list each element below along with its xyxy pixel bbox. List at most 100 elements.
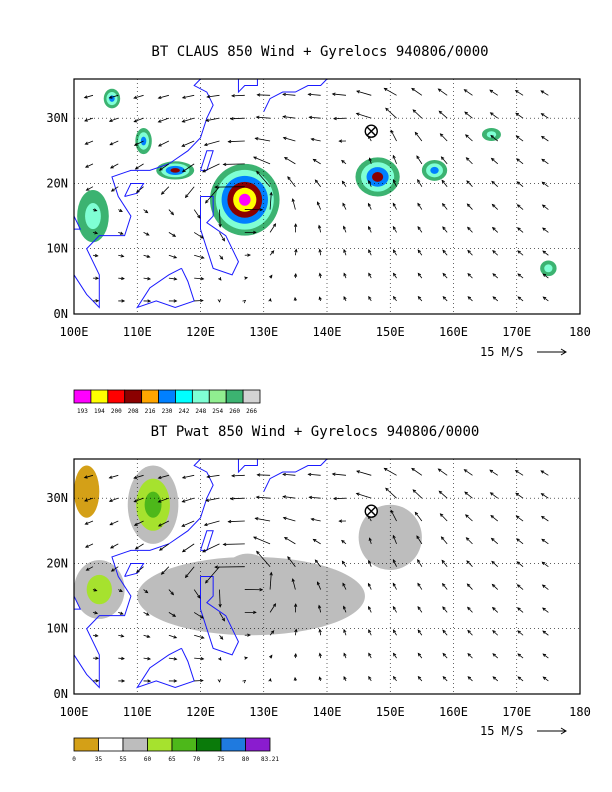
wind-vector <box>467 629 473 636</box>
wind-vector <box>118 588 123 592</box>
wind-vector <box>269 223 277 233</box>
wind-vector <box>219 634 224 640</box>
wind-vector <box>442 272 448 279</box>
wind-vector <box>392 249 397 256</box>
wind-vector <box>341 539 347 545</box>
wind-vector <box>84 117 94 122</box>
wind-vector <box>417 606 423 613</box>
wind-vector <box>133 94 144 99</box>
field-dry-northwest <box>74 465 100 518</box>
wind-vector <box>467 652 473 659</box>
wind-vector <box>205 497 220 502</box>
wind-vector <box>517 653 524 659</box>
wind-vector <box>133 520 144 526</box>
wind-vector <box>84 140 94 145</box>
wind-vector <box>92 253 99 258</box>
wind-vector <box>84 543 94 548</box>
wind-vector <box>540 493 549 499</box>
wind-vector <box>143 634 151 638</box>
wind-vector <box>341 560 347 567</box>
wind-vector <box>291 198 296 210</box>
wind-vector <box>492 653 499 659</box>
wind-vector <box>441 179 448 187</box>
wind-vector <box>342 225 347 233</box>
wind-vector <box>193 589 201 599</box>
wind-vector <box>367 582 372 590</box>
coastline-segment <box>124 562 145 577</box>
wind-vector <box>109 140 119 146</box>
wind-vector <box>227 139 245 144</box>
wind-vector <box>355 112 372 119</box>
wind-vector <box>516 227 524 233</box>
wind-vector <box>542 653 549 659</box>
wind-vector <box>489 89 498 96</box>
wind-vector <box>467 606 473 613</box>
wind-vector <box>343 628 347 636</box>
wind-vector <box>294 248 298 256</box>
wind-vector <box>268 297 272 302</box>
field-level <box>358 504 422 570</box>
wind-vector <box>318 296 322 302</box>
wind-vector <box>255 115 271 119</box>
wind-vector <box>515 135 524 142</box>
wind-vector <box>368 605 372 613</box>
y-tick-labels: 0N 10N 20N 30N <box>46 491 68 701</box>
wind-vector <box>181 117 195 123</box>
wind-vector <box>516 204 524 210</box>
wind-vector <box>218 209 222 228</box>
colorbar-label: 0 <box>72 756 76 763</box>
wind-vector <box>143 612 150 616</box>
coastline <box>73 458 328 689</box>
wind-vector <box>466 203 473 210</box>
field-indochina <box>74 560 125 619</box>
y-tick-label: 0N <box>54 307 68 321</box>
wind-vector <box>368 559 372 567</box>
wind-vector <box>204 186 220 204</box>
colorbar-label: 35 <box>95 756 103 763</box>
colorbar-swatch <box>196 737 222 752</box>
y-tick-label: 20N <box>46 176 68 190</box>
wind-vector <box>254 137 271 142</box>
wind-vector <box>282 516 296 522</box>
colorbar-label: 242 <box>178 408 189 415</box>
wind-vector <box>356 90 372 96</box>
coastline-segment <box>73 215 82 230</box>
wind-vector <box>368 225 372 233</box>
wind-vector <box>492 273 499 279</box>
wind-vector <box>368 272 372 279</box>
wind-vector <box>392 179 397 187</box>
wind-vector <box>293 273 298 279</box>
x-tick-labels: 100E 110E 120E 130E 140E 150E 160E 170E 180 <box>60 325 591 339</box>
wind-vector <box>219 232 225 242</box>
wind-vector <box>490 157 499 165</box>
wind-vector <box>318 652 322 659</box>
wind-vector <box>244 253 251 257</box>
wind-vector <box>437 88 448 96</box>
wind-vector <box>338 139 346 143</box>
wind-vector <box>438 110 448 119</box>
wind-vector <box>540 135 549 142</box>
wind-vector <box>542 630 549 636</box>
wind-vector <box>143 232 150 236</box>
wind-vector <box>417 559 423 567</box>
wind-vector <box>310 137 321 142</box>
wind-vector <box>439 133 448 142</box>
wind-vector <box>308 495 321 500</box>
wind-vector <box>293 676 297 681</box>
colorbar-label: 75 <box>217 756 225 763</box>
wind-vector <box>269 603 277 613</box>
colorbar-label: 193 <box>77 408 88 415</box>
y-tick-label: 0N <box>54 687 68 701</box>
wind-vector <box>293 223 298 233</box>
field-north-china <box>127 465 179 544</box>
wind-vector <box>368 157 372 164</box>
cloud-fields <box>77 88 557 277</box>
wind-vector <box>517 630 524 636</box>
wind-vector <box>491 560 499 568</box>
wind-vector <box>490 514 499 522</box>
wind-vector <box>516 158 524 165</box>
wind-vector <box>83 474 94 479</box>
wind-vector <box>244 588 264 592</box>
wind-vector <box>489 469 498 476</box>
grid-lines <box>74 79 580 314</box>
